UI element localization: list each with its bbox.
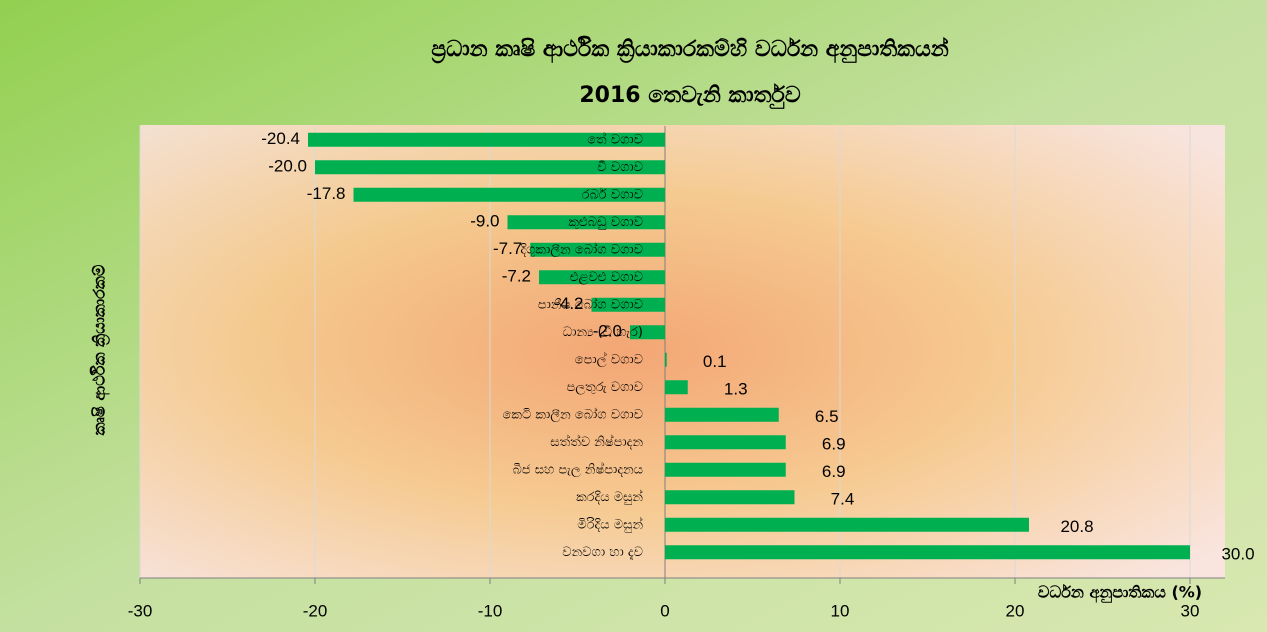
y-tick-label: බීජ සහ පැල නිෂ්පාදනය — [512, 461, 643, 477]
data-label: -17.8 — [307, 184, 346, 203]
bar — [507, 215, 665, 230]
data-label: 20.8 — [1060, 517, 1093, 536]
y-tick-label: ධාන්‍ය (වී හැර) — [563, 325, 643, 340]
x-tick-label: 30 — [1181, 601, 1200, 620]
chart-subtitle: 2016 තෙවැනි කාර්තුව — [579, 82, 800, 109]
chart-title: ප්‍රධාන කෘෂි ආර්ථික ක්‍රියාකාරකම්හි වර්ධ… — [431, 35, 949, 64]
bar — [665, 380, 688, 395]
y-tick-label: මිරිදිය මසුන් — [577, 516, 643, 532]
x-tick-label: -30 — [128, 601, 153, 620]
y-tick-label: පලතුරු වගාව — [566, 380, 643, 395]
data-label: 6.5 — [815, 407, 839, 426]
bar — [665, 407, 779, 422]
x-tick-label: 10 — [831, 601, 850, 620]
bar — [665, 545, 1190, 560]
y-tick-label: පානීය බෝග වගාව — [538, 296, 643, 312]
data-label: -9.0 — [470, 212, 499, 231]
bar — [665, 490, 795, 505]
data-label: 0.1 — [703, 352, 727, 371]
plot-area — [140, 125, 1225, 578]
data-label: 30.0 — [1221, 545, 1254, 564]
x-tick-label: -10 — [478, 601, 503, 620]
data-label: -20.0 — [268, 157, 307, 176]
bar — [665, 352, 667, 367]
y-tick-label: වී වගාව — [597, 160, 643, 175]
bar — [665, 435, 786, 450]
bar — [591, 297, 665, 312]
y-tick-label: තේ වගාව — [587, 131, 643, 147]
x-tick-label: 0 — [660, 601, 669, 620]
y-tick-label: කෙටි කාලීන බෝග වගාව — [503, 406, 643, 422]
y-tick-label: එළවළු වගාව — [570, 270, 643, 285]
y-tick-label: කරදිය මසුන් — [576, 489, 643, 505]
data-label: 7.4 — [831, 490, 855, 509]
bar — [665, 517, 1029, 532]
data-label: -7.2 — [502, 267, 531, 286]
data-label: -4.2 — [554, 294, 583, 313]
y-tick-label: පොල් වගාව — [575, 351, 643, 367]
y-axis-label: කෘෂි ආර්ථික ක්‍රියාකාරකම් — [90, 264, 111, 435]
y-tick-label: වනවගා හා දැව — [562, 545, 643, 560]
data-label: 6.9 — [822, 462, 846, 481]
bar — [630, 325, 665, 340]
bar — [539, 270, 665, 285]
y-tick-label: රබර් වගාව — [582, 186, 643, 202]
data-label: -20.4 — [261, 129, 300, 148]
data-label: -2.0 — [593, 322, 622, 341]
bar — [530, 242, 665, 257]
y-tick-label: කුළුබඩු වගාව — [568, 215, 643, 230]
bar — [353, 187, 665, 202]
x-axis-label: වර්ධන අනුපාතිකය (%) — [1038, 583, 1202, 604]
data-label: 1.3 — [724, 380, 748, 399]
y-tick-label: සත්ත්ව නිෂ්පාදන — [550, 434, 643, 450]
x-tick-label: 20 — [1006, 601, 1025, 620]
y-tick-label: දිගුකාලීන බෝග වගාව — [520, 241, 643, 257]
bar — [308, 132, 665, 147]
bar — [315, 160, 665, 175]
bar — [665, 462, 786, 477]
data-label: 6.9 — [822, 435, 846, 454]
x-tick-label: -20 — [303, 601, 328, 620]
data-label: -7.7 — [493, 239, 522, 258]
